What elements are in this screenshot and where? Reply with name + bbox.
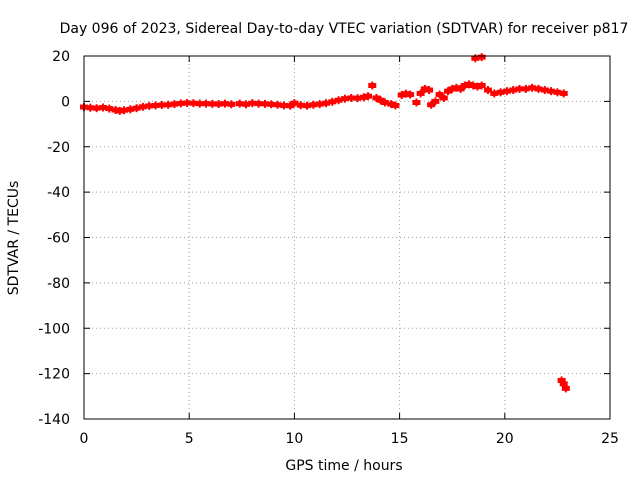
data-point [477,53,486,62]
data-point [227,100,236,109]
data-point [364,92,373,101]
y-tick-label: -80 [47,276,70,292]
data-point [416,89,425,98]
data-point [427,100,436,109]
y-tick-label: -20 [47,140,70,156]
x-tick-label: 15 [391,431,409,447]
data-points [80,53,570,393]
y-tick-label: -140 [38,412,70,428]
data-point [435,90,444,99]
y-tick-label: -100 [38,321,70,337]
y-tick-label: 0 [61,94,70,110]
data-point [406,90,415,99]
y-tick-label: -40 [47,185,70,201]
x-tick-label: 5 [185,431,194,447]
x-tick-label: 10 [285,431,303,447]
y-tick-label: -120 [38,367,70,383]
y-axis-title: SDTVAR / TECUs [6,181,22,296]
y-tick-label: -60 [47,231,70,247]
x-axis-title: GPS time / hours [285,458,402,474]
data-point [431,97,440,106]
x-tick-label: 20 [496,431,514,447]
chart-title: Day 096 of 2023, Sidereal Day-to-day VTE… [60,21,629,37]
grid-lines [84,56,610,419]
tick-labels: 0 5 10 15 20 25 20 0 -20 -40 -60 -80 -100 -120 -140 [38,49,619,447]
x-tick-label: 25 [601,431,619,447]
x-tick-label: 0 [80,431,89,447]
data-point [439,93,448,102]
data-point [425,86,434,95]
data-point [412,98,421,107]
data-point [559,89,568,98]
data-point [561,384,570,393]
data-point [483,86,492,95]
data-point [477,81,486,90]
data-point [368,81,377,90]
plot-frame [83,55,611,420]
data-point [391,101,400,110]
y-tick-label: 20 [52,49,70,65]
tick-marks [83,55,611,420]
data-point [456,84,465,93]
